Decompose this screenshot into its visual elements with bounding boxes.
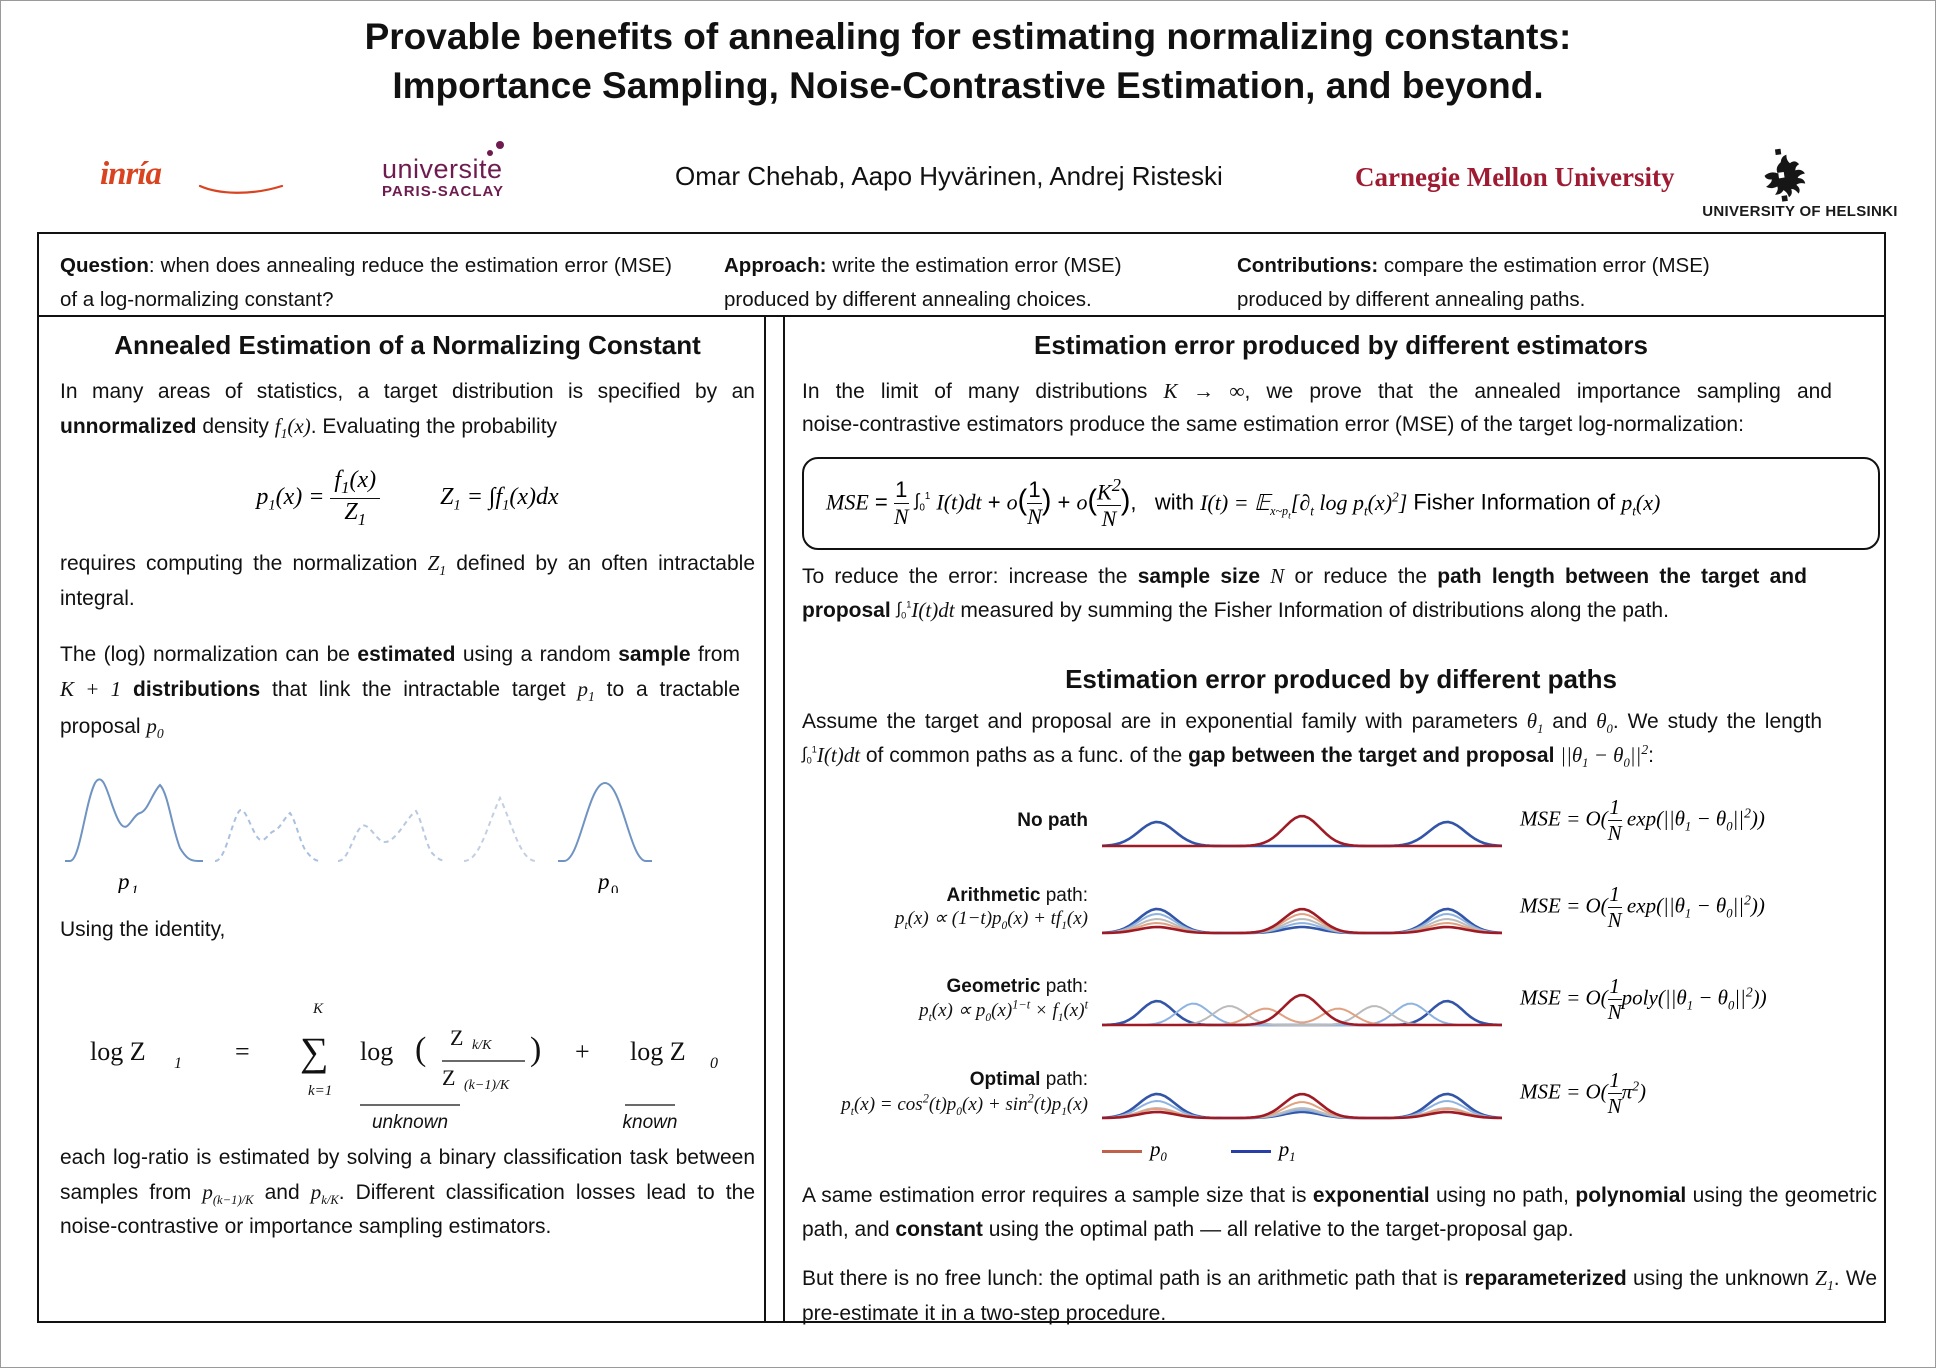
svg-text:=: = xyxy=(235,1037,250,1066)
svg-text:1: 1 xyxy=(131,883,139,893)
svg-text:unknown: unknown xyxy=(372,1112,448,1133)
svg-text:universite: universite xyxy=(382,154,503,184)
svg-text:Z: Z xyxy=(450,1025,463,1050)
svg-text:known: known xyxy=(623,1112,678,1133)
svg-text:p: p xyxy=(596,869,610,893)
svg-text:log Z: log Z xyxy=(90,1037,146,1066)
svg-text:0: 0 xyxy=(611,883,619,893)
svg-text:k=1: k=1 xyxy=(308,1083,332,1099)
svg-text:(: ( xyxy=(415,1031,426,1068)
svg-text:inría: inría xyxy=(100,156,162,192)
svg-text:∑: ∑ xyxy=(300,1029,329,1074)
svg-text:Z: Z xyxy=(442,1065,455,1090)
svg-text:(k−1)/K: (k−1)/K xyxy=(464,1078,510,1093)
svg-text:p: p xyxy=(116,869,130,893)
svg-text:K: K xyxy=(312,1001,324,1017)
svg-text:log Z: log Z xyxy=(630,1037,686,1066)
svg-text:+: + xyxy=(575,1037,590,1066)
svg-text:): ) xyxy=(530,1031,541,1068)
svg-text:PARIS-SACLAY: PARIS-SACLAY xyxy=(382,183,504,200)
svg-text:k/K: k/K xyxy=(472,1038,492,1053)
svg-text:log: log xyxy=(360,1037,393,1066)
svg-text:1: 1 xyxy=(174,1055,182,1072)
svg-text:UNIVERSITY OF HELSINKI: UNIVERSITY OF HELSINKI xyxy=(1702,203,1898,220)
svg-text:0: 0 xyxy=(710,1055,718,1072)
